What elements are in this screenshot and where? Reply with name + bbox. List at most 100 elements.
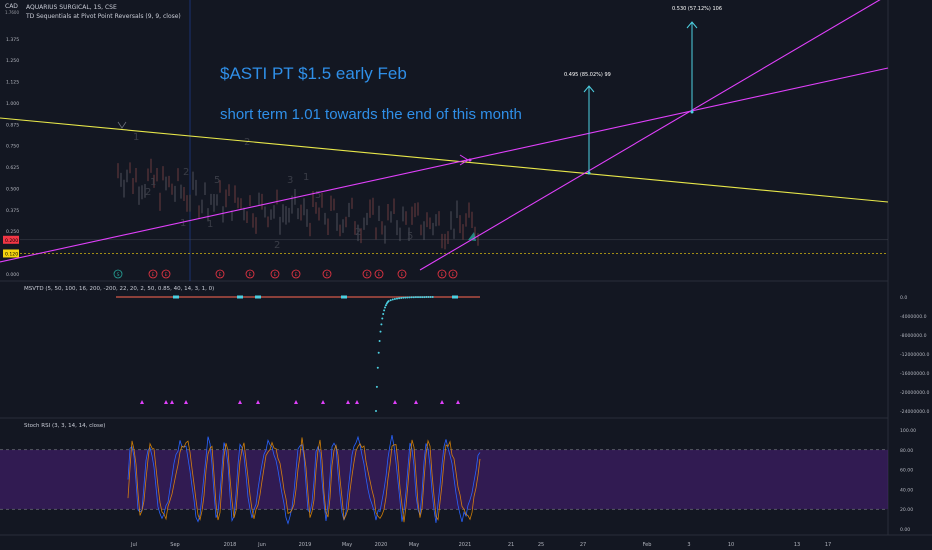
x-tick: 3 (687, 542, 690, 548)
msvtd-point (378, 339, 381, 342)
msvtd-point (412, 296, 415, 299)
intersection-dot (690, 110, 694, 114)
event-marker: E (322, 269, 332, 279)
msvtd-point (414, 296, 417, 299)
y-tick-price: 1.375 (6, 37, 19, 43)
x-tick: 25 (538, 542, 544, 548)
intersection-dot (587, 171, 591, 175)
td-count: 1 (303, 172, 309, 183)
measure-arrow-head (686, 21, 698, 29)
event-marker-label: E (366, 272, 369, 278)
x-tick: 2020 (375, 542, 388, 548)
msvtd-point (425, 296, 428, 299)
event-marker-label: E (165, 272, 168, 278)
event-marker: E (270, 269, 280, 279)
intersection-dot (468, 158, 472, 162)
msvtd-point (406, 296, 409, 299)
msvtd-triangle (456, 400, 460, 404)
msvtd-point (384, 304, 387, 307)
y-tick-msvtd: -4000000.0 (900, 314, 927, 320)
event-marker: E (448, 269, 458, 279)
magenta-trendline (0, 67, 889, 263)
msvtd-point (400, 296, 403, 299)
event-marker: E (362, 269, 372, 279)
x-tick: Jul (130, 542, 137, 548)
stoch-rsi-label[interactable]: Stoch RSI (3, 3, 14, 14, close) (24, 423, 106, 429)
y-tick-price: 0.250 (6, 229, 19, 235)
price-badge-label: 0.200 (5, 238, 18, 244)
msvtd-point (376, 366, 379, 369)
td-count: 5 (214, 175, 220, 186)
event-marker: E (161, 269, 171, 279)
msvtd-point (393, 297, 396, 300)
msvtd-point (381, 317, 384, 320)
event-marker-label: S (117, 272, 120, 278)
y-tick-price: 0.875 (6, 122, 19, 128)
measure2-label: 0.530 (57.12%) 106 (672, 6, 723, 12)
msvtd-point (396, 297, 398, 300)
td-count: 5 (407, 231, 413, 242)
x-tick: Sep (170, 542, 179, 548)
msvtd-point (417, 296, 419, 299)
y-tick-price: 0.500 (6, 186, 19, 192)
y-tick-msvtd: -16000000.0 (900, 371, 929, 377)
msvtd-triangle (184, 400, 188, 404)
x-tick: Jun (257, 542, 266, 548)
event-marker: E (397, 269, 407, 279)
symbol-title[interactable]: AQUARIUS SURGICAL, 1S, CSE (26, 4, 117, 11)
y-tick-price: 0.625 (6, 165, 19, 171)
x-tick: 2019 (299, 542, 312, 548)
msvtd-point (431, 296, 434, 299)
msvtd-point (427, 296, 430, 299)
msvtd-triangle (346, 400, 350, 404)
yellow-trendline (0, 117, 889, 203)
msvtd-triangle (440, 400, 444, 404)
event-marker: S (113, 269, 123, 279)
event-marker: E (374, 269, 384, 279)
msvtd-point (402, 296, 405, 299)
x-tick: May (342, 542, 352, 548)
td-count: 2 (145, 187, 151, 198)
td-count: 1 (180, 218, 186, 229)
td-count: 2 (183, 167, 189, 178)
msvtd-highlight (341, 295, 347, 299)
msvtd-highlight (452, 295, 458, 299)
msvtd-point (408, 296, 411, 299)
td-count: 1 (207, 219, 213, 230)
msvtd-point (380, 323, 383, 326)
msvtd-point (404, 296, 407, 299)
msvtd-point (379, 330, 382, 333)
msvtd-point (419, 296, 422, 299)
msvtd-point (423, 296, 426, 299)
currency-subvalue: 1.7600 (5, 10, 19, 15)
x-tick: 13 (794, 542, 800, 548)
y-tick-price: 0.375 (6, 208, 19, 214)
price-badge: 0.120 (3, 249, 19, 258)
arrow-head (459, 154, 469, 166)
msvtd-triangle (321, 400, 325, 404)
msvtd-triangle (414, 400, 418, 404)
x-tick: 17 (825, 542, 831, 548)
y-tick-msvtd: -24000000.0 (900, 409, 929, 415)
x-tick: 10 (728, 542, 734, 548)
currency-label: CAD (5, 3, 18, 10)
msvtd-point (410, 296, 413, 299)
y-tick-stoch: 20.00 (900, 507, 913, 513)
indicator-label[interactable]: TD Sequentials at Pivot Point Reversals … (26, 13, 181, 20)
msvtd-highlight (255, 295, 261, 299)
stoch-k-line (127, 435, 481, 525)
msvtd-point (389, 299, 392, 302)
x-tick: 21 (508, 542, 514, 548)
msvtd-point (398, 297, 401, 300)
td-count: 2 (244, 137, 250, 148)
td-count: 1 (133, 132, 139, 143)
y-tick-price: 1.250 (6, 58, 19, 64)
y-tick-price: 0.000 (6, 272, 19, 278)
msvtd-point (391, 298, 394, 301)
msvtd-triangle (256, 400, 260, 404)
msvtd-triangle (238, 400, 242, 404)
msvtd-label[interactable]: MSVTD (5, 50, 100, 16, 200, -200, 22, 20… (24, 286, 215, 292)
td-count: 3 (287, 175, 293, 186)
